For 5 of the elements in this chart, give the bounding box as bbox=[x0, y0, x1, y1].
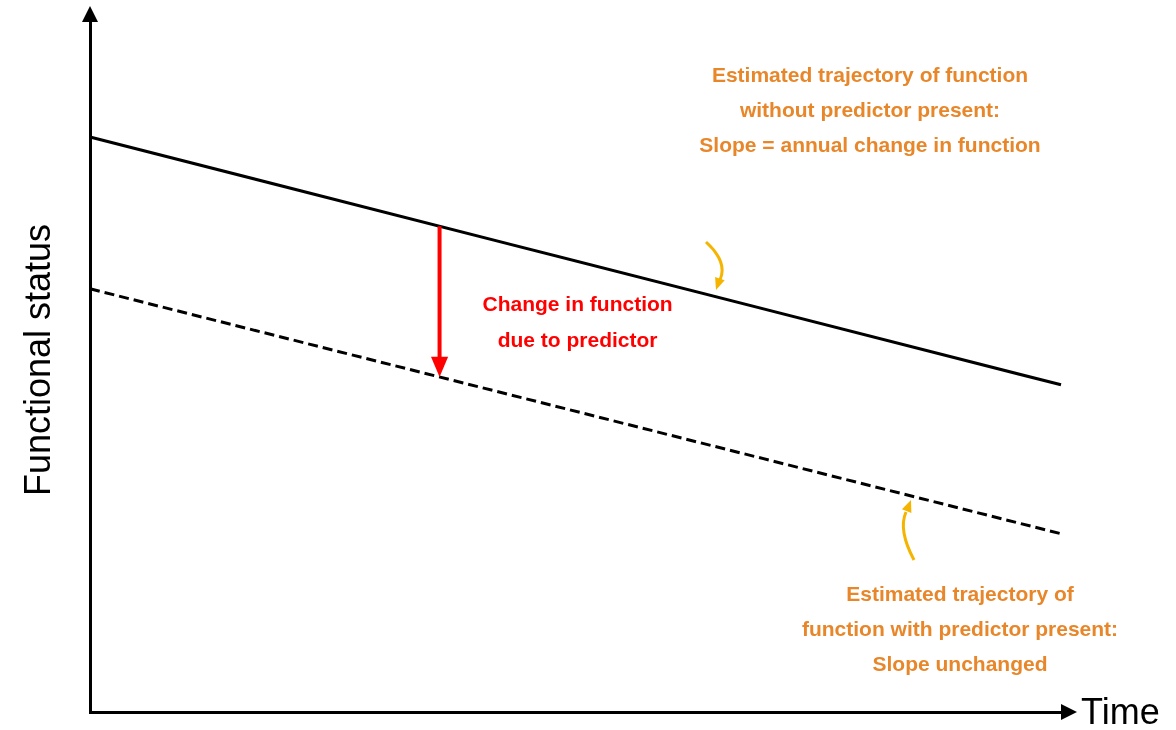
y-axis-title: Functional status bbox=[16, 223, 58, 497]
annotation: Estimated trajectory of function with predictor present: Slope unchanged bbox=[801, 581, 1119, 675]
annotation: Change in function due to predictor bbox=[482, 291, 673, 351]
x-axis-title: Time bbox=[1081, 690, 1160, 730]
annotation: Estimated trajectory of function without predictor present: Slope = annual change in function bbox=[699, 62, 1041, 156]
